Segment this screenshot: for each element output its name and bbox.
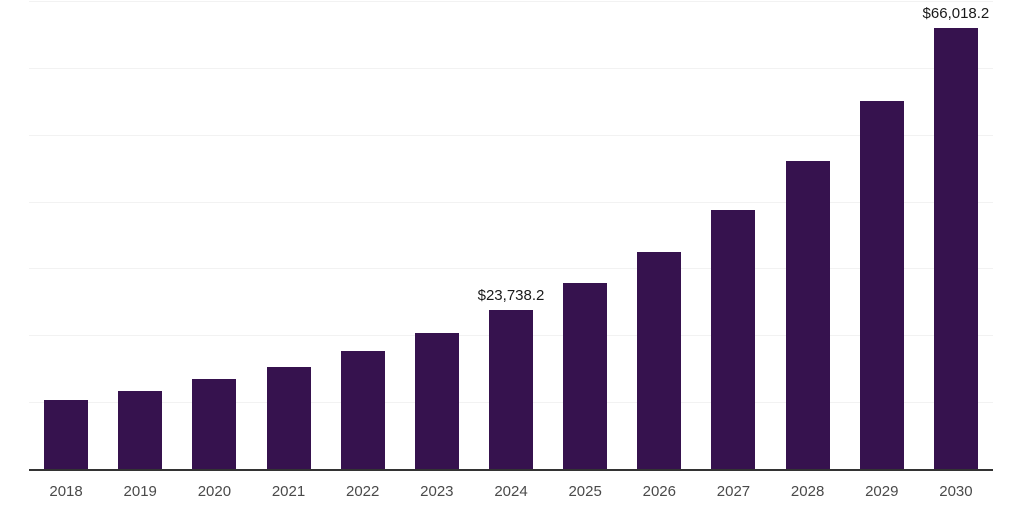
- gridline: [29, 67, 993, 69]
- bar-2021: [266, 367, 311, 469]
- bar-2026: [637, 251, 682, 469]
- x-tick-2030: 2030: [939, 483, 973, 500]
- bar-2025: [563, 283, 608, 469]
- data-label-2030: $66,018.2: [922, 4, 990, 22]
- bar-2019: [118, 391, 163, 469]
- data-label-2024: $23,738.2: [477, 287, 545, 305]
- bar-2030: [933, 27, 978, 469]
- bar-2022: [340, 351, 385, 469]
- bar-2024: [489, 310, 533, 469]
- x-tick-2021: 2021: [271, 483, 306, 500]
- gridline: [29, 1, 993, 2]
- x-tick-2029: 2029: [865, 483, 899, 500]
- x-tick-2026: 2026: [642, 483, 676, 500]
- gridline: [29, 134, 993, 136]
- x-tick-2024: 2024: [494, 483, 528, 500]
- bar-2018: [44, 400, 89, 469]
- x-tick-2028: 2028: [790, 483, 825, 500]
- gridline: [29, 201, 993, 203]
- x-tick-2018: 2018: [49, 483, 83, 500]
- bar-2029: [859, 100, 904, 469]
- x-tick-2025: 2025: [568, 483, 602, 500]
- x-tick-2020: 2020: [197, 483, 232, 500]
- x-axis-line: [29, 469, 993, 471]
- bar-2023: [414, 333, 459, 469]
- gridline: [29, 268, 993, 270]
- bar-2028: [785, 161, 830, 469]
- bar-2027: [711, 210, 756, 469]
- x-tick-2023: 2023: [420, 483, 454, 500]
- x-tick-2027: 2027: [716, 483, 751, 500]
- x-tick-2022: 2022: [346, 483, 380, 500]
- bar-2020: [192, 379, 237, 469]
- x-tick-2019: 2019: [123, 483, 157, 500]
